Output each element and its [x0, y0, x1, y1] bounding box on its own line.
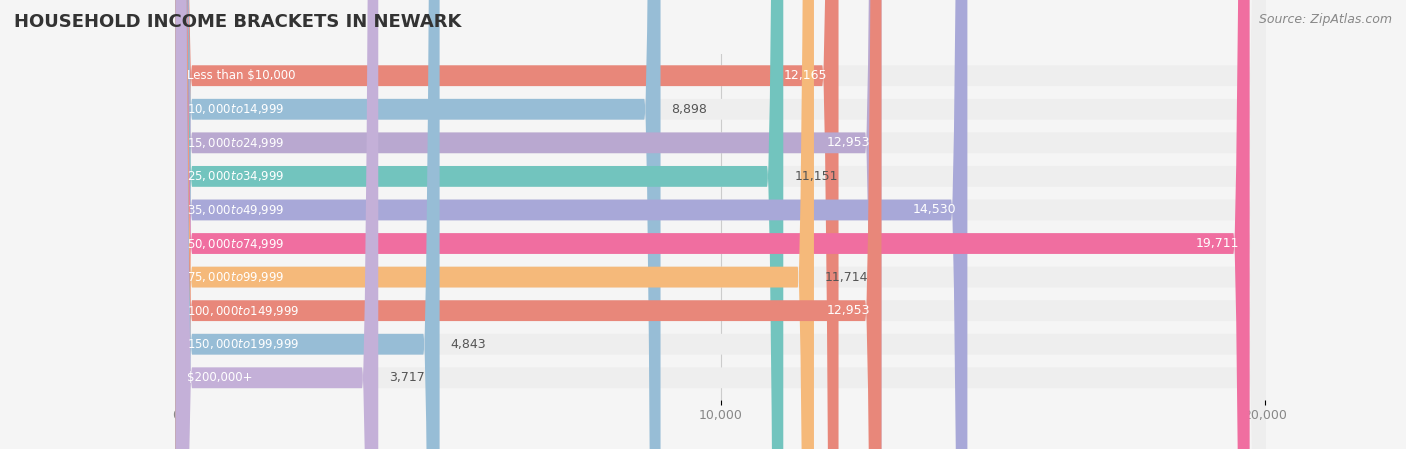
- Text: $200,000+: $200,000+: [187, 371, 252, 384]
- Text: $35,000 to $49,999: $35,000 to $49,999: [187, 203, 284, 217]
- Text: 12,165: 12,165: [785, 69, 828, 82]
- Text: $10,000 to $14,999: $10,000 to $14,999: [187, 102, 284, 116]
- FancyBboxPatch shape: [176, 0, 783, 449]
- Text: 19,711: 19,711: [1195, 237, 1239, 250]
- Text: 12,953: 12,953: [827, 304, 870, 317]
- FancyBboxPatch shape: [176, 0, 1265, 449]
- FancyBboxPatch shape: [176, 0, 1265, 449]
- Text: 11,714: 11,714: [825, 271, 869, 284]
- FancyBboxPatch shape: [176, 0, 1265, 449]
- FancyBboxPatch shape: [176, 0, 1265, 449]
- FancyBboxPatch shape: [176, 0, 967, 449]
- FancyBboxPatch shape: [176, 0, 1265, 449]
- FancyBboxPatch shape: [176, 0, 1265, 449]
- FancyBboxPatch shape: [176, 0, 882, 449]
- Text: $50,000 to $74,999: $50,000 to $74,999: [187, 237, 284, 251]
- FancyBboxPatch shape: [176, 0, 661, 449]
- Text: $75,000 to $99,999: $75,000 to $99,999: [187, 270, 284, 284]
- Text: $25,000 to $34,999: $25,000 to $34,999: [187, 169, 284, 183]
- FancyBboxPatch shape: [176, 0, 814, 449]
- Text: 8,898: 8,898: [672, 103, 707, 116]
- Text: HOUSEHOLD INCOME BRACKETS IN NEWARK: HOUSEHOLD INCOME BRACKETS IN NEWARK: [14, 13, 461, 31]
- Text: 4,843: 4,843: [450, 338, 486, 351]
- Text: Less than $10,000: Less than $10,000: [187, 69, 295, 82]
- FancyBboxPatch shape: [176, 0, 838, 449]
- Text: $150,000 to $199,999: $150,000 to $199,999: [187, 337, 299, 351]
- FancyBboxPatch shape: [176, 0, 1250, 449]
- Text: 11,151: 11,151: [794, 170, 838, 183]
- Text: 3,717: 3,717: [389, 371, 425, 384]
- FancyBboxPatch shape: [176, 0, 1265, 449]
- Text: $100,000 to $149,999: $100,000 to $149,999: [187, 304, 299, 317]
- Text: $15,000 to $24,999: $15,000 to $24,999: [187, 136, 284, 150]
- FancyBboxPatch shape: [176, 0, 440, 449]
- Text: 14,530: 14,530: [912, 203, 956, 216]
- FancyBboxPatch shape: [176, 0, 882, 449]
- FancyBboxPatch shape: [176, 0, 1265, 449]
- FancyBboxPatch shape: [176, 0, 378, 449]
- Text: Source: ZipAtlas.com: Source: ZipAtlas.com: [1258, 13, 1392, 26]
- FancyBboxPatch shape: [176, 0, 1265, 449]
- Text: 12,953: 12,953: [827, 136, 870, 150]
- FancyBboxPatch shape: [176, 0, 1265, 449]
